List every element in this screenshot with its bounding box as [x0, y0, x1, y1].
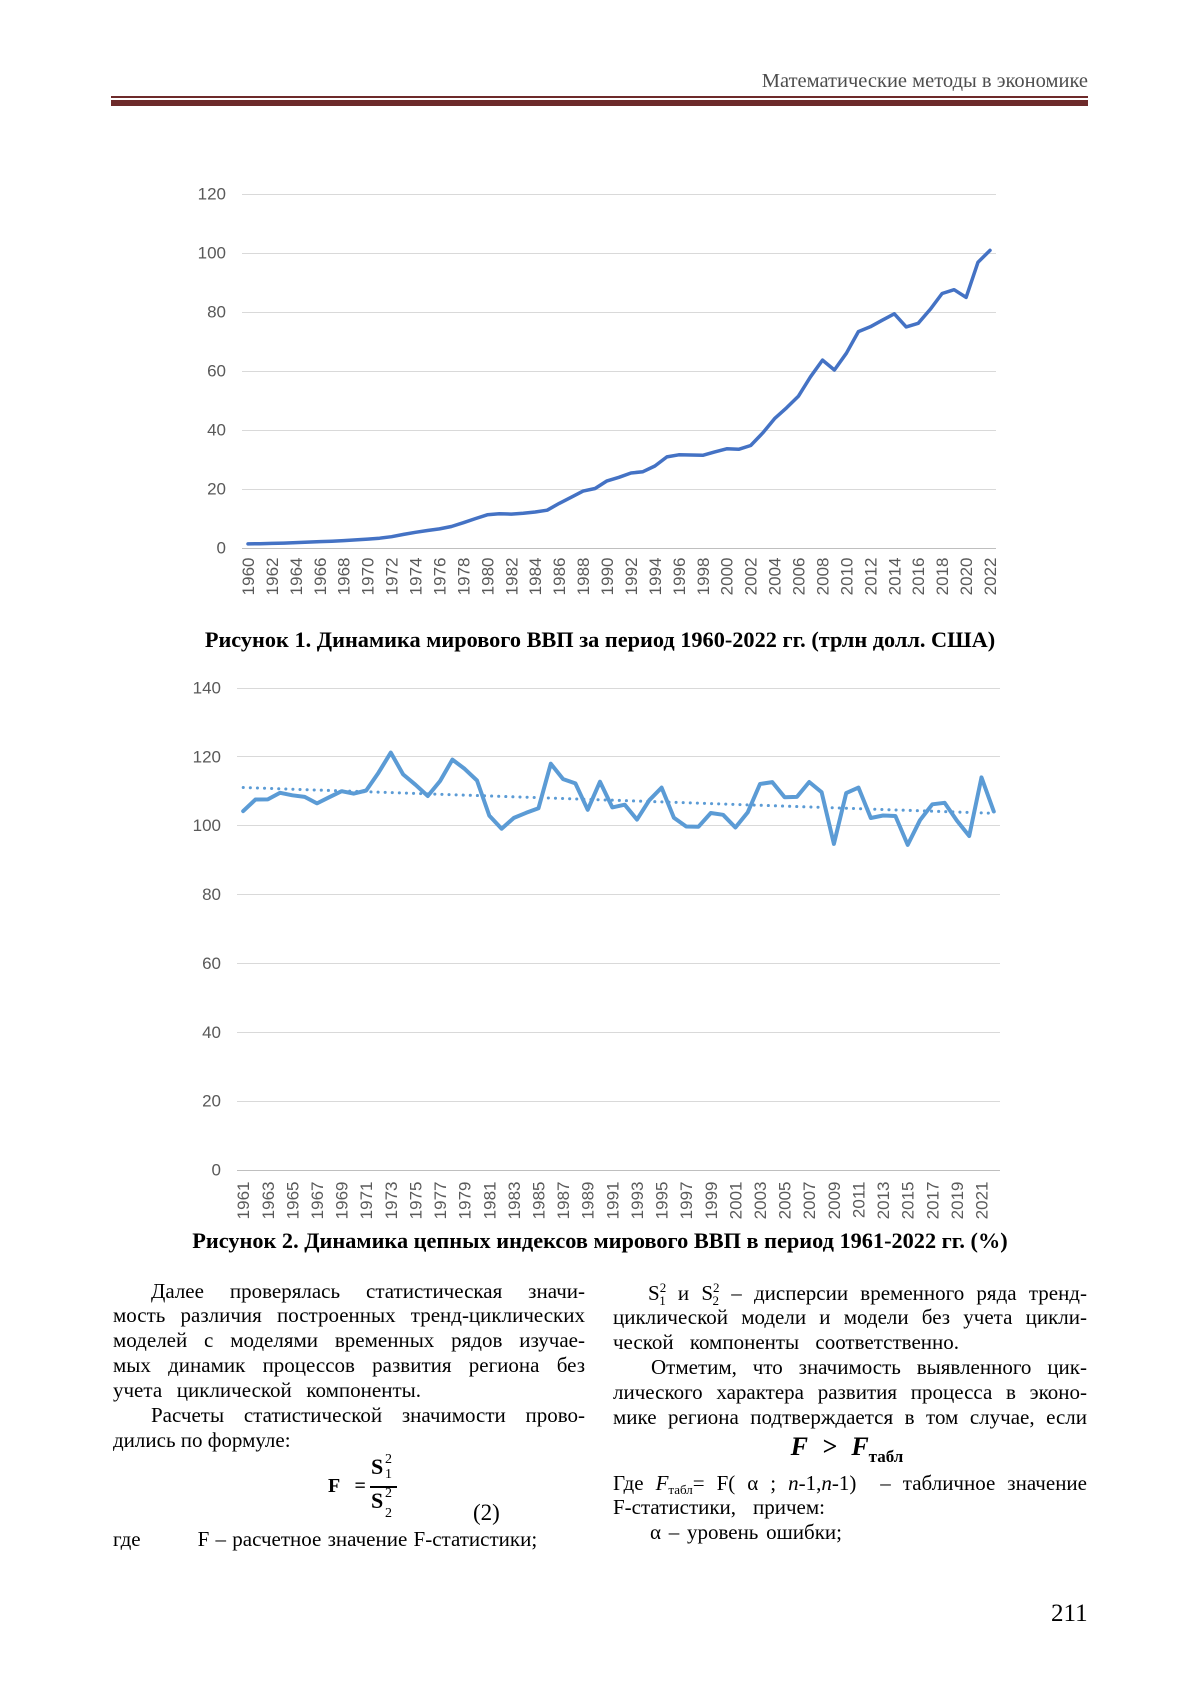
svg-text:2020: 2020 — [957, 558, 976, 596]
svg-text:1973: 1973 — [382, 1182, 401, 1220]
svg-text:1987: 1987 — [554, 1182, 573, 1220]
svg-text:2018: 2018 — [933, 558, 952, 596]
svg-text:100: 100 — [193, 816, 221, 835]
svg-text:40: 40 — [207, 421, 226, 440]
svg-text:120: 120 — [193, 747, 221, 766]
svg-text:1994: 1994 — [646, 558, 665, 596]
svg-text:1982: 1982 — [502, 558, 521, 596]
svg-text:1969: 1969 — [333, 1182, 352, 1220]
svg-text:1963: 1963 — [259, 1182, 278, 1220]
svg-text:2006: 2006 — [790, 558, 809, 596]
svg-text:2010: 2010 — [837, 558, 856, 596]
svg-text:1986: 1986 — [550, 558, 569, 596]
svg-text:40: 40 — [202, 1023, 221, 1042]
svg-text:20: 20 — [207, 480, 226, 499]
svg-text:1974: 1974 — [407, 558, 426, 596]
svg-text:1964: 1964 — [287, 558, 306, 596]
svg-text:1972: 1972 — [383, 558, 402, 596]
svg-text:20: 20 — [202, 1092, 221, 1111]
svg-text:2002: 2002 — [742, 558, 761, 596]
svg-text:1965: 1965 — [283, 1182, 302, 1220]
svg-text:1989: 1989 — [579, 1182, 598, 1220]
svg-text:1970: 1970 — [359, 558, 378, 596]
svg-text:1975: 1975 — [406, 1182, 425, 1220]
svg-text:2005: 2005 — [776, 1182, 795, 1220]
svg-text:2000: 2000 — [718, 558, 737, 596]
svg-text:2008: 2008 — [814, 558, 833, 596]
svg-text:2012: 2012 — [861, 558, 880, 596]
svg-text:2017: 2017 — [923, 1182, 942, 1220]
svg-text:1978: 1978 — [454, 558, 473, 596]
svg-text:80: 80 — [202, 885, 221, 904]
svg-text:1985: 1985 — [530, 1182, 549, 1220]
svg-text:140: 140 — [193, 679, 221, 698]
svg-text:1991: 1991 — [603, 1182, 622, 1220]
svg-text:1961: 1961 — [234, 1182, 253, 1220]
svg-text:2021: 2021 — [973, 1182, 992, 1220]
svg-text:1981: 1981 — [480, 1182, 499, 1220]
svg-text:2009: 2009 — [825, 1182, 844, 1220]
svg-text:2019: 2019 — [948, 1182, 967, 1220]
svg-text:0: 0 — [212, 1161, 221, 1180]
svg-text:1976: 1976 — [431, 558, 450, 596]
svg-text:1967: 1967 — [308, 1182, 327, 1220]
svg-text:1977: 1977 — [431, 1182, 450, 1220]
svg-text:1999: 1999 — [702, 1182, 721, 1220]
svg-text:2015: 2015 — [899, 1182, 918, 1220]
svg-text:60: 60 — [202, 954, 221, 973]
svg-text:1988: 1988 — [574, 558, 593, 596]
svg-text:1990: 1990 — [598, 558, 617, 596]
svg-text:100: 100 — [198, 244, 226, 263]
svg-text:1993: 1993 — [628, 1182, 647, 1220]
svg-text:60: 60 — [207, 362, 226, 381]
svg-text:80: 80 — [207, 303, 226, 322]
svg-text:1997: 1997 — [677, 1182, 696, 1220]
svg-text:1980: 1980 — [478, 558, 497, 596]
svg-text:120: 120 — [198, 185, 226, 204]
svg-text:2022: 2022 — [981, 558, 1000, 596]
svg-text:1962: 1962 — [263, 558, 282, 596]
svg-text:2014: 2014 — [885, 558, 904, 596]
svg-text:1971: 1971 — [357, 1182, 376, 1220]
svg-text:1996: 1996 — [670, 558, 689, 596]
svg-text:2007: 2007 — [800, 1182, 819, 1220]
svg-text:2003: 2003 — [751, 1182, 770, 1220]
svg-text:1995: 1995 — [653, 1182, 672, 1220]
svg-text:1983: 1983 — [505, 1182, 524, 1220]
svg-text:1992: 1992 — [622, 558, 641, 596]
svg-text:2004: 2004 — [766, 558, 785, 596]
svg-text:2013: 2013 — [874, 1182, 893, 1220]
svg-text:0: 0 — [217, 539, 226, 558]
svg-text:1998: 1998 — [694, 558, 713, 596]
svg-text:1960: 1960 — [239, 558, 258, 596]
svg-text:2001: 2001 — [726, 1182, 745, 1220]
svg-text:2016: 2016 — [909, 558, 928, 596]
svg-text:1979: 1979 — [456, 1182, 475, 1220]
svg-text:2011: 2011 — [850, 1182, 869, 1219]
svg-text:1966: 1966 — [311, 558, 330, 596]
svg-text:1968: 1968 — [335, 558, 354, 596]
svg-text:1984: 1984 — [526, 558, 545, 596]
